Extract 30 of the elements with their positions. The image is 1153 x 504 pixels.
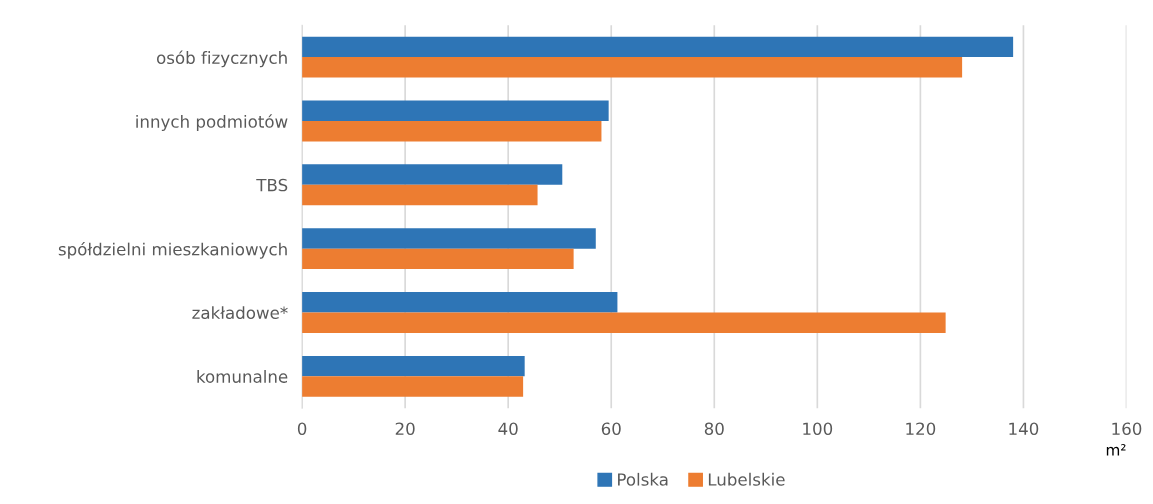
x-tick-label: 160	[1112, 422, 1142, 436]
y-tick-label: osób fizycznych	[156, 50, 287, 68]
legend-label: Polska	[618, 472, 668, 486]
y-tick-label: zakładowe*	[192, 306, 288, 320]
y-tick-label: komunalne	[197, 369, 288, 383]
x-tick-label: 140	[1009, 422, 1039, 436]
bar	[302, 184, 538, 206]
bar	[302, 120, 602, 142]
bar	[302, 292, 618, 313]
x-tick-label: 60	[601, 422, 621, 436]
legend-label: Lubelskie	[708, 472, 785, 486]
bar	[302, 164, 563, 185]
x-tick-label: 20	[395, 422, 415, 436]
bar	[302, 248, 574, 270]
bar	[302, 36, 1014, 58]
bar	[302, 228, 596, 249]
x-axis-title: m²	[1106, 444, 1126, 456]
x-tick-label: 40	[498, 422, 518, 436]
x-tick-label: 100	[803, 422, 833, 436]
y-tick-label: TBS	[256, 178, 288, 192]
bar	[302, 355, 525, 377]
x-tick-label: 120	[906, 422, 936, 436]
x-tick-label: 80	[704, 422, 724, 436]
bar	[302, 312, 946, 333]
y-tick-label: spółdzielni mieszkaniowych	[58, 241, 287, 259]
y-tick-label: innych podmiotów	[136, 114, 288, 132]
bar	[302, 376, 524, 397]
bar	[302, 100, 609, 121]
bar	[302, 57, 963, 78]
x-tick-label: 0	[297, 422, 307, 436]
